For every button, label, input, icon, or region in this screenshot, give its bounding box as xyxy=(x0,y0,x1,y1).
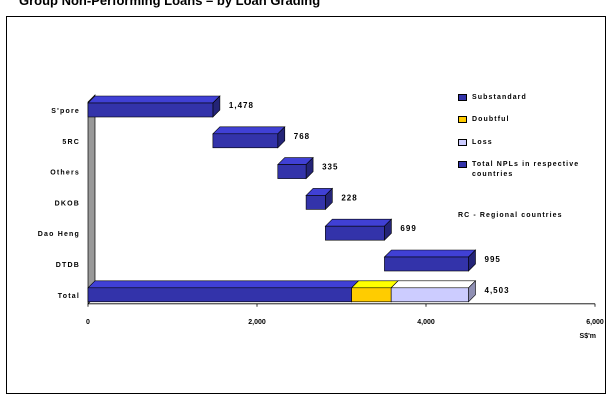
value-label-dkob: 228 xyxy=(341,193,357,202)
bar-dtdb-total-npls-in-respective-countries xyxy=(383,249,477,272)
legend-note: RC - Regional countries xyxy=(458,212,563,219)
x-tick-label-0: 0 xyxy=(86,319,90,326)
value-label-total: 4,503 xyxy=(485,286,510,295)
legend-label-loss: Loss xyxy=(472,139,493,146)
legend-swatch-substandard xyxy=(458,94,467,101)
bar-total-substandard xyxy=(87,280,360,303)
chart-side-wall xyxy=(87,94,96,305)
x-tick-label-3: 6,000 xyxy=(586,319,604,326)
legend-swatch-total-npls xyxy=(458,161,467,168)
legend-label-substandard: Substandard xyxy=(472,94,527,101)
bar-dkob-total-npls-in-respective-countries xyxy=(305,187,334,211)
value-label-s-pore: 1,478 xyxy=(229,101,254,110)
x-tick-label-1: 2,000 xyxy=(248,319,266,326)
category-label-dtdb: DTDB xyxy=(56,262,80,269)
category-label-5rc: 5RC xyxy=(62,139,80,146)
bar-others-total-npls-in-respective-countries xyxy=(277,156,314,180)
value-label-others: 335 xyxy=(322,163,338,172)
x-tick-label-2: 4,000 xyxy=(417,319,435,326)
category-label-dao-heng: Dao Heng xyxy=(38,231,80,238)
category-label-s-pore: S'pore xyxy=(51,108,80,115)
bar-dao-heng-total-npls-in-respective-countries xyxy=(324,218,393,241)
bar-s-pore-total-npls-in-respective-countries xyxy=(87,95,221,118)
legend-swatch-doubtful xyxy=(458,116,467,123)
category-label-dkob: DKOB xyxy=(55,200,80,207)
x-axis-unit-label: S$'m xyxy=(580,333,596,340)
category-label-others: Others xyxy=(50,170,80,177)
bar-total-loss xyxy=(390,280,477,303)
value-label-dao-heng: 699 xyxy=(400,224,416,233)
chart-title: Group Non-Performing Loans – by Loan Gra… xyxy=(19,0,321,8)
legend-label-doubtful: Doubtful xyxy=(472,116,510,123)
chart-frame xyxy=(6,16,606,394)
value-label-5rc: 768 xyxy=(294,132,310,141)
category-label-total: Total xyxy=(58,293,80,300)
legend-label-total-npls: Total NPLs in respective countries xyxy=(472,161,580,178)
legend-swatch-loss xyxy=(458,139,467,146)
bar-5rc-total-npls-in-respective-countries xyxy=(212,126,286,149)
value-label-dtdb: 995 xyxy=(485,255,501,264)
